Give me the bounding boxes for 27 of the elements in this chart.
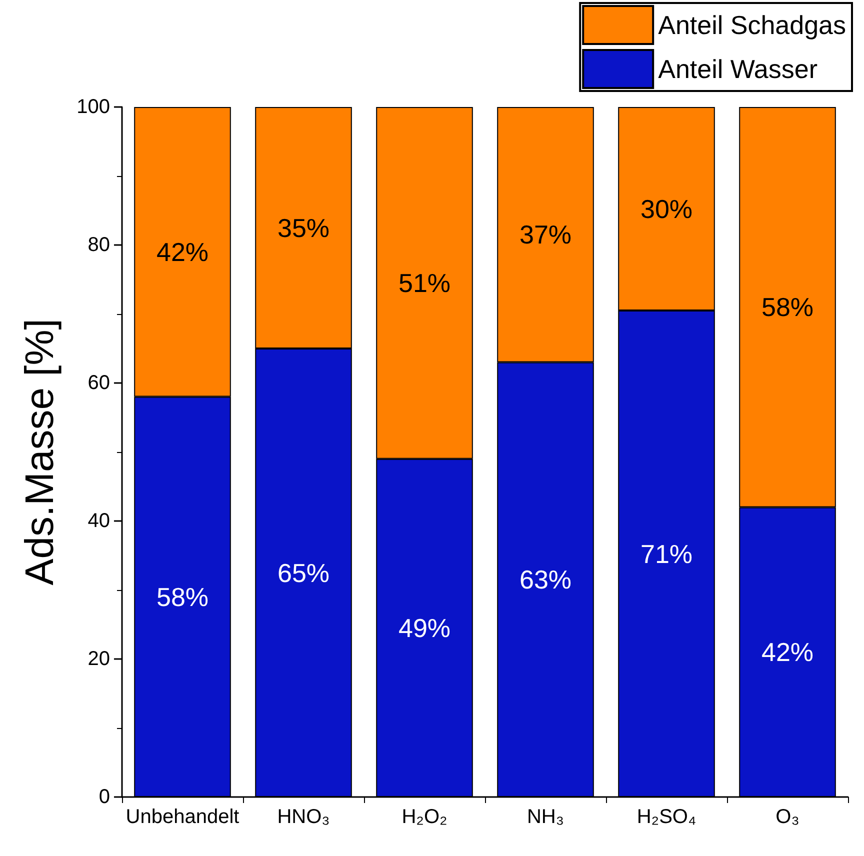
x-tick-label: HNO₃ <box>277 806 330 828</box>
y-axis-title: Ads.Masse [%] <box>18 318 62 586</box>
data-label: 42% <box>156 236 209 267</box>
y-tick-label: 100 <box>76 96 110 118</box>
data-label: 42% <box>761 637 814 668</box>
x-tick-label: Unbehandelt <box>126 806 240 828</box>
legend-label: Anteil Wasser <box>658 54 818 84</box>
data-label: 51% <box>398 268 451 298</box>
y-tick-label: 20 <box>88 648 110 670</box>
data-label: 35% <box>277 212 330 243</box>
y-tick-label: 0 <box>98 786 110 808</box>
x-tick-label: H₂O₂ <box>402 806 448 828</box>
data-label: 49% <box>398 612 451 643</box>
x-tick-label: NH₃ <box>526 806 564 828</box>
x-tick-label: H₂SO₄ <box>636 806 696 828</box>
data-label: 58% <box>761 292 814 322</box>
x-tick-label: O₃ <box>776 806 800 828</box>
y-tick-label: 40 <box>88 510 110 532</box>
data-label: 37% <box>519 220 572 250</box>
data-label: 63% <box>519 564 572 595</box>
y-tick-label: 80 <box>88 234 110 256</box>
data-label: 71% <box>640 538 693 569</box>
data-label: 30% <box>640 194 693 224</box>
data-label: 65% <box>277 558 330 588</box>
data-label: 58% <box>156 582 209 612</box>
legend-label: Anteil Schadgas <box>658 10 846 40</box>
y-tick-label: 60 <box>88 372 110 394</box>
